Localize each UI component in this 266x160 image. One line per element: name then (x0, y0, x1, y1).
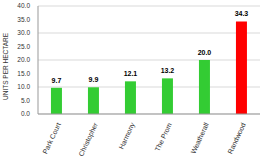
svg-text:Christopher: Christopher (77, 121, 100, 158)
svg-text:0.0: 0.0 (21, 110, 30, 117)
svg-text:Randwood: Randwood (226, 121, 247, 154)
svg-text:12.1: 12.1 (124, 70, 138, 77)
svg-text:9.7: 9.7 (52, 77, 62, 84)
svg-text:UNITS PER HECTARE: UNITS PER HECTARE (8, 32, 9, 100)
svg-text:10.0: 10.0 (17, 83, 30, 90)
svg-text:13.2: 13.2 (161, 67, 175, 74)
svg-text:35.0: 35.0 (17, 16, 30, 23)
svg-text:34.3: 34.3 (235, 10, 249, 17)
svg-text:40.0: 40.0 (17, 2, 30, 9)
svg-text:Park Court: Park Court (41, 122, 62, 155)
svg-text:Weatherall: Weatherall (189, 121, 210, 155)
svg-text:5.0: 5.0 (21, 97, 30, 104)
svg-text:25.0: 25.0 (17, 43, 30, 50)
svg-text:20.0: 20.0 (198, 49, 212, 56)
svg-text:The Prom: The Prom (154, 121, 173, 152)
svg-text:20.0: 20.0 (17, 56, 30, 63)
svg-text:15.0: 15.0 (17, 70, 30, 77)
svg-text:Harmony: Harmony (118, 121, 137, 151)
svg-text:30.0: 30.0 (17, 29, 30, 36)
svg-text:9.9: 9.9 (89, 76, 99, 83)
